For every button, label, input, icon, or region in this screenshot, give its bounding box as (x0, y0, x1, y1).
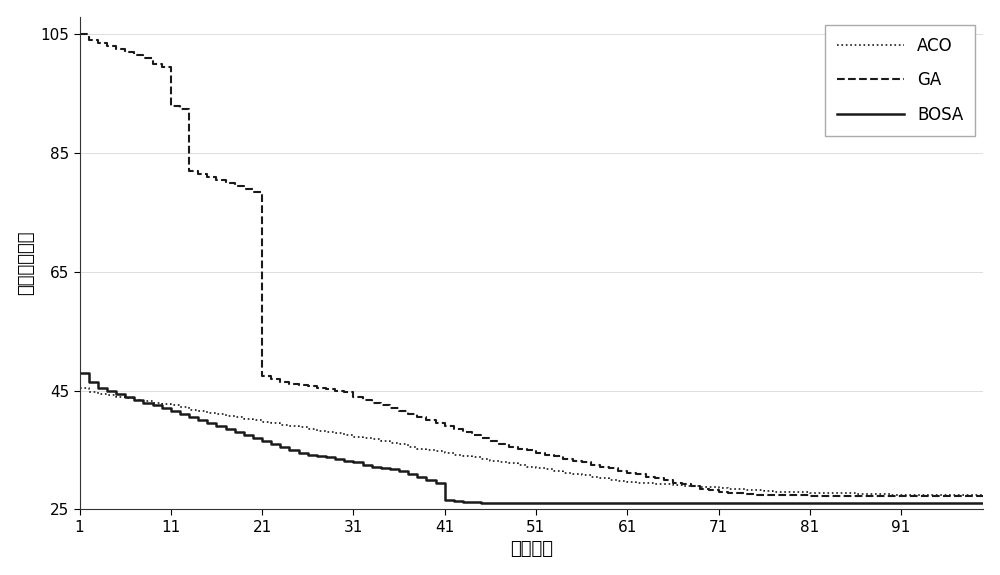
GA (283, 380, 295, 387)
Legend: ACO, GA, BOSA: ACO, GA, BOSA (825, 25, 975, 136)
GA (247, 189, 259, 196)
ACO (913, 491, 925, 498)
ACO (977, 491, 989, 498)
X-axis label: 迭代次数: 迭代次数 (510, 540, 553, 558)
ACO (886, 491, 898, 498)
BOSA (913, 500, 925, 507)
Y-axis label: 最优路径长度: 最优路径长度 (17, 231, 35, 296)
Line: BOSA: BOSA (80, 373, 983, 504)
BOSA (247, 435, 259, 442)
ACO (539, 466, 551, 473)
GA (941, 492, 953, 499)
GA (977, 492, 989, 499)
BOSA (977, 500, 989, 507)
ACO (941, 491, 953, 498)
GA (612, 467, 624, 474)
GA (74, 31, 86, 38)
BOSA (74, 369, 86, 376)
GA (913, 492, 925, 499)
ACO (283, 423, 295, 430)
GA (804, 492, 816, 499)
BOSA (283, 447, 295, 454)
BOSA (548, 500, 560, 507)
ACO (612, 477, 624, 484)
ACO (74, 384, 86, 391)
Line: GA: GA (80, 34, 983, 496)
BOSA (621, 500, 633, 507)
ACO (247, 417, 259, 424)
GA (539, 451, 551, 458)
BOSA (484, 500, 496, 507)
Line: ACO: ACO (80, 388, 983, 494)
BOSA (941, 500, 953, 507)
